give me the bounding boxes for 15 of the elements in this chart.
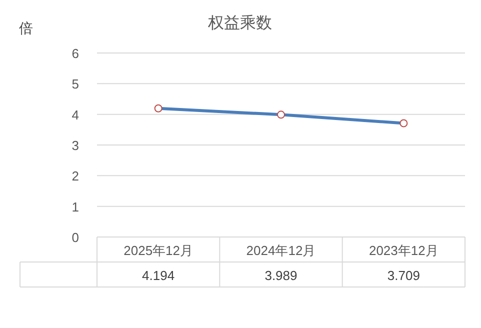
- y-tick-label: 0: [72, 230, 79, 245]
- chart-title: 权益乘数: [207, 14, 272, 32]
- y-tick-label: 5: [72, 76, 79, 92]
- data-label: 4.194: [142, 268, 175, 283]
- y-tick-label: 4: [72, 107, 79, 122]
- x-tick-label: 2024年12月: [246, 243, 316, 258]
- y-tick-label: 1: [72, 199, 79, 214]
- y-tick-label: 2: [72, 168, 79, 184]
- data-label: 3.709: [387, 268, 420, 283]
- x-tick-label: 2025年12月: [124, 243, 194, 258]
- y-axis-title: 倍: [19, 20, 33, 36]
- x-tick-label: 2023年12月: [368, 243, 438, 258]
- data-label: 3.989: [264, 268, 298, 283]
- y-tick-label: 6: [72, 46, 79, 61]
- y-tick-label: 3: [72, 138, 79, 153]
